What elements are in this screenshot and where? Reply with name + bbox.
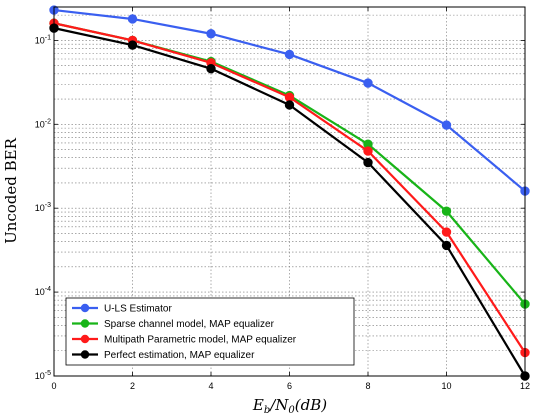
data-point [284,92,295,102]
legend-label: Perfect estimation, MAP equalizer [104,350,255,361]
y-axis-title: Uncoded BER [2,137,20,244]
x-axis-title: Eb/N0(dB) [252,396,327,416]
legend-box [65,297,355,366]
legend-entry: Perfect estimation, MAP equalizer [72,350,255,361]
data-point [284,49,295,60]
y-tick-label: 10-1 [35,34,51,45]
legend: U-LS Estimator Sparse channel model, MAP … [65,297,355,366]
x-tick-label: 4 [208,381,213,391]
plot-frame [53,6,526,377]
legend-entry: Sparse channel model, MAP equalizer [72,319,275,330]
legend-label: Sparse channel model, MAP equalizer [104,319,275,330]
legend-entry: U-LS Estimator [72,304,172,315]
x-tick-label: 2 [130,381,135,391]
x-tick-label: 8 [365,381,370,391]
data-point [441,227,452,237]
data-point [284,100,295,110]
y-tick-label: 10-3 [35,202,51,213]
y-tick-label: 10-5 [35,370,51,381]
x-tick-label: 12 [520,381,530,391]
data-point [441,206,452,216]
x-tick-label: 0 [51,381,56,391]
data-point [363,78,373,88]
data-point [441,240,452,251]
legend-marker [80,350,90,359]
legend-entry: Multipath Parametric model, MAP equalize… [72,335,297,346]
x-tick-label: 10 [441,381,451,391]
data-point [127,14,138,24]
data-point [206,63,216,74]
legend-marker [80,303,90,313]
data-point [127,40,138,50]
legend-marker [80,319,90,328]
legend-marker [80,334,90,344]
legend-label: U-LS Estimator [104,304,172,315]
tick-labels: 0 2 4 6 8 10 12 10-1 10-2 10-3 10-4 10-5 [35,7,530,391]
data-point [206,29,216,39]
series-perfect-estimation-map-equalizer [49,23,530,381]
data-point [363,157,373,168]
y-tick-label: 10-4 [35,286,51,297]
data-point [363,146,373,156]
series-layer [49,5,530,381]
legend-label: Multipath Parametric model, MAP equalize… [104,335,297,346]
x-tick-label: 6 [287,381,292,391]
data-point [441,120,452,130]
y-tick-label: 10-2 [35,118,51,129]
